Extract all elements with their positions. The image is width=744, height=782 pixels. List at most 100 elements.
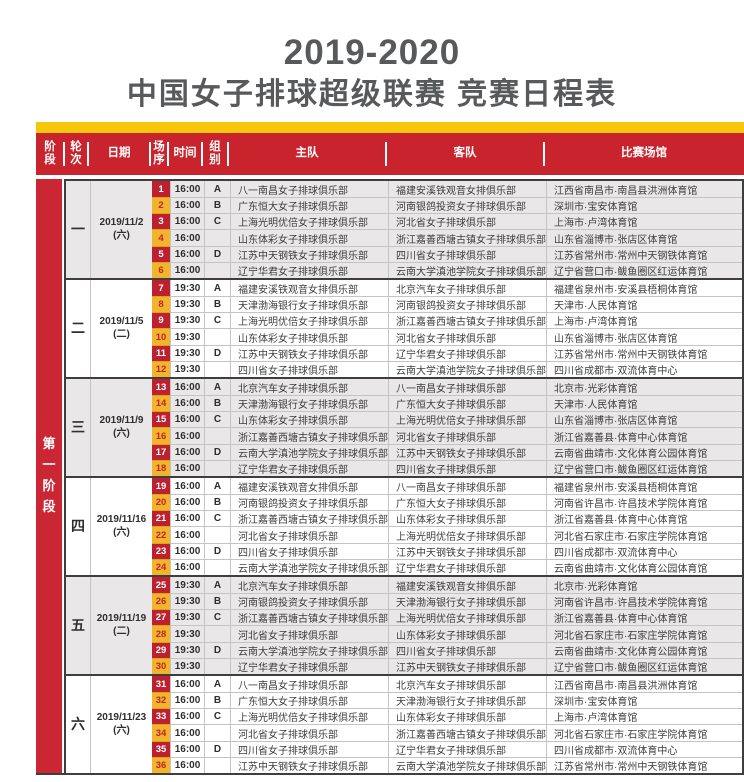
match-time: 19:30 <box>170 328 204 345</box>
match-time: 16:00 <box>170 526 204 543</box>
match-no: 26 <box>152 593 170 610</box>
away-team-cell: 上海光明优倍女子排球俱乐部 <box>388 411 546 428</box>
date-text: 2019/11/19 <box>96 613 147 625</box>
away-team-cell: 河南银鸽投资女子排球俱乐部 <box>388 197 546 214</box>
home-team-cell: 云南大学滇池学院女子排球俱乐部 <box>230 443 388 460</box>
weekday-text: (六) <box>113 527 130 539</box>
match-time: 19:30 <box>170 625 204 642</box>
match-group: D <box>204 245 230 262</box>
round-cell: 四 <box>71 518 85 535</box>
match-no: 29 <box>152 641 170 658</box>
stage-cell: 第一阶段 <box>36 179 64 773</box>
venue-cell: 浙江省嘉善县·体育中心体育馆 <box>546 510 742 527</box>
away-team-cell: 天津渤海银行女子排球俱乐部 <box>388 692 546 709</box>
table-body: 第一阶段 一 2019/11/2 (六) 1 16:00 A 八一南昌女子排球俱乐部 福建安溪… <box>36 179 744 775</box>
venue-cell: 河南省许昌市·许昌技术学院体育馆 <box>546 593 742 610</box>
header-stage: 阶段 <box>44 140 56 166</box>
away-team-cell: 山东体彩女子排球俱乐部 <box>388 510 546 527</box>
away-team-cell: 浙江嘉善西塘古镇女子排球俱乐部 <box>388 312 546 329</box>
venue-cell: 北京市·光彩体育馆 <box>546 577 742 594</box>
away-team-cell: 江苏中天钢铁女子排球俱乐部 <box>388 542 546 559</box>
venue-cell: 云南省曲靖市·文化体育公园体育馆 <box>546 558 742 575</box>
home-team-cell: 广东恒大女子排球俱乐部 <box>230 692 388 709</box>
away-team-cell: 山东体彩女子排球俱乐部 <box>388 708 546 725</box>
away-team-cell: 云南大学滇池学院女子排球俱乐部 <box>388 261 546 278</box>
date-text: 2019/11/9 <box>99 415 144 427</box>
away-team-cell: 云南大学滇池学院女子排球俱乐部 <box>388 360 546 377</box>
date-cell: 2019/11/19 (二) <box>90 577 152 674</box>
match-group: B <box>204 494 230 511</box>
match-no: 31 <box>152 676 170 693</box>
venue-cell: 江西省南昌市·南昌县洪洲体育馆 <box>546 181 742 198</box>
venue-cell: 河北省石家庄市·石家庄学院体育馆 <box>546 724 742 741</box>
schedule-table: 阶段 轮次 日期 场序 时间 组别 主队 客队 比赛场馆 第一阶段 一 2019/… <box>36 122 744 775</box>
match-no: 3 <box>152 213 170 230</box>
away-team-cell: 河北省女子排球俱乐部 <box>388 213 546 230</box>
venue-cell: 上海市·卢湾体育馆 <box>546 708 742 725</box>
match-time: 16:00 <box>170 692 204 709</box>
match-no: 16 <box>152 427 170 444</box>
home-team-cell: 四川省女子排球俱乐部 <box>230 542 388 559</box>
home-team-cell: 浙江嘉善西塘古镇女子排球俱乐部 <box>230 427 388 444</box>
home-team-cell: 浙江嘉善西塘古镇女子排球俱乐部 <box>230 510 388 527</box>
home-team-cell: 天津渤海银行女子排球俱乐部 <box>230 395 388 412</box>
match-time: 16:00 <box>170 676 204 693</box>
home-team-cell: 福建安溪铁观音女排俱乐部 <box>230 280 388 297</box>
match-group <box>204 558 230 575</box>
away-team-cell: 河南银鸽投资女子排球俱乐部 <box>388 296 546 313</box>
match-time: 19:30 <box>170 296 204 313</box>
venue-cell: 浙江省嘉善县·体育中心体育馆 <box>546 427 742 444</box>
home-team-cell: 广东恒大女子排球俱乐部 <box>230 197 388 214</box>
match-time: 16:00 <box>170 395 204 412</box>
home-team-cell: 浙江嘉善西塘古镇女子排球俱乐部 <box>230 609 388 626</box>
match-time: 16:00 <box>170 427 204 444</box>
round-block: 五 2019/11/19 (二) 25 19:30 A 北京汽车女子排球俱乐部 福建安溪铁观音… <box>66 575 742 674</box>
match-group: D <box>204 641 230 658</box>
match-no: 22 <box>152 526 170 543</box>
match-time: 16:00 <box>170 558 204 575</box>
home-team-cell: 四川省女子排球俱乐部 <box>230 360 388 377</box>
venue-cell: 山东省淄博市·张店区体育馆 <box>546 229 742 246</box>
header-group: 组别 <box>201 133 228 175</box>
home-team-cell: 山东体彩女子排球俱乐部 <box>230 229 388 246</box>
away-team-cell: 八一南昌女子排球俱乐部 <box>388 478 546 495</box>
match-time: 16:00 <box>170 740 204 757</box>
match-no: 30 <box>152 657 170 674</box>
date-cell: 2019/11/5 (二) <box>90 280 152 377</box>
away-team-cell: 江苏中天钢铁女子排球俱乐部 <box>388 443 546 460</box>
match-group: C <box>204 312 230 329</box>
match-group: D <box>204 542 230 559</box>
match-no: 32 <box>152 692 170 709</box>
venue-cell: 江苏省常州市·常州中天钢铁体育馆 <box>546 344 742 361</box>
match-group: A <box>204 478 230 495</box>
home-team-cell: 河南银鸽投资女子排球俱乐部 <box>230 593 388 610</box>
header-date: 日期 <box>87 133 150 175</box>
match-group: D <box>204 740 230 757</box>
round-block: 一 2019/11/2 (六) 1 16:00 A 八一南昌女子排球俱乐部 福建安溪铁观音女排… <box>66 181 742 278</box>
venue-cell: 上海市·卢湾体育馆 <box>546 312 742 329</box>
match-time: 16:00 <box>170 708 204 725</box>
match-time: 16:00 <box>170 542 204 559</box>
match-group <box>204 756 230 773</box>
venue-cell: 云南省曲靖市·文化体育公园体育馆 <box>546 443 742 460</box>
match-no: 9 <box>152 312 170 329</box>
away-team-cell: 江苏中天钢铁女子排球俱乐部 <box>388 657 546 674</box>
match-group <box>204 526 230 543</box>
match-time: 16:00 <box>170 724 204 741</box>
match-group: B <box>204 692 230 709</box>
match-group: D <box>204 443 230 460</box>
header-venue: 比赛场馆 <box>543 133 744 175</box>
match-group: B <box>204 593 230 610</box>
match-time: 16:00 <box>170 459 204 476</box>
venue-cell: 四川省成都市·双流体育中心 <box>546 360 742 377</box>
match-no: 2 <box>152 197 170 214</box>
match-no: 10 <box>152 328 170 345</box>
round-cell: 二 <box>71 320 85 337</box>
match-no: 4 <box>152 229 170 246</box>
match-no: 24 <box>152 558 170 575</box>
match-time: 16:00 <box>170 443 204 460</box>
venue-cell: 云南省曲靖市·文化体育公园体育馆 <box>546 641 742 658</box>
match-time: 19:30 <box>170 344 204 361</box>
round-block: 六 2019/11/23 (六) 31 16:00 A 八一南昌女子排球俱乐部 北京汽车女子排… <box>66 674 742 773</box>
match-group <box>204 229 230 246</box>
